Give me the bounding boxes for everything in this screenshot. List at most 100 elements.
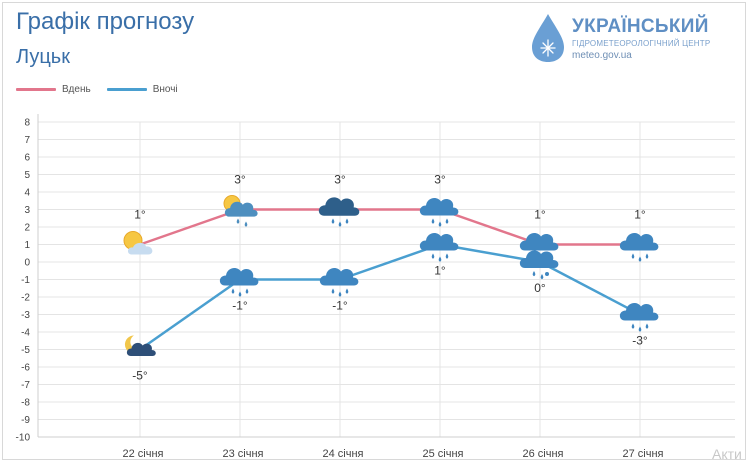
legend-swatch-day — [16, 87, 56, 91]
rain-drop — [638, 326, 642, 332]
logo-brand: УКРАЇНСЬКИЙ — [572, 16, 709, 37]
rain-drop — [638, 256, 642, 262]
data-label-day: 1° — [134, 208, 146, 222]
y-tick-label: 2 — [24, 223, 30, 234]
rain-drop — [331, 218, 335, 224]
x-tick-label: 27 січня — [623, 448, 664, 460]
data-label-night: 0° — [534, 281, 546, 295]
cloud-shape — [619, 233, 659, 251]
rain-drop — [540, 274, 544, 280]
x-tick-label: 26 січня — [523, 448, 564, 460]
y-tick-label: -4 — [21, 328, 30, 339]
data-label-night: -1° — [232, 299, 248, 313]
y-tick-label: 4 — [24, 188, 30, 199]
cloud-shape — [519, 250, 559, 268]
cloud-shape — [224, 201, 258, 217]
water-drop-icon — [532, 14, 564, 62]
y-tick-label: -10 — [16, 433, 31, 444]
partly-cloudy-icon — [123, 231, 153, 255]
grid: 8 7 6 5 4 3 2 1 0 -1 -2 -3 -4 -5 -6 -7 -8 -9 -10 22 січня 23… — [16, 118, 735, 460]
chart-legend: Вдень Вночі — [16, 82, 194, 96]
rain-drop — [338, 291, 342, 297]
y-tick-label: 3 — [24, 205, 30, 216]
rain-drop — [445, 253, 449, 259]
legend-swatch-night — [106, 87, 147, 91]
y-tick-label: -1 — [21, 275, 30, 286]
data-label-night: 1° — [434, 264, 446, 278]
y-tick-label: -6 — [21, 363, 30, 374]
rain-drop — [631, 323, 635, 329]
x-tick-label: 22 січня — [123, 448, 164, 460]
rain-drop — [345, 288, 349, 294]
rain-drop — [236, 218, 240, 224]
cloud-shape — [619, 303, 659, 321]
data-label-day: 1° — [634, 208, 646, 222]
y-tick-label: -8 — [21, 398, 30, 409]
y-tick-label: 0 — [24, 258, 30, 269]
logo-url[interactable]: meteo.gov.ua — [572, 50, 632, 61]
cloud-rain-icon — [319, 268, 359, 297]
data-label-day: 3° — [334, 173, 346, 187]
data-label-day: 3° — [434, 173, 446, 187]
legend-item-day[interactable]: Вдень — [16, 84, 91, 95]
activation-watermark: Акти — [712, 446, 742, 462]
data-label-night: -3° — [632, 334, 648, 348]
y-tick-label: -5 — [21, 345, 30, 356]
rain-drop — [532, 271, 536, 277]
rain-drop — [445, 218, 449, 224]
cloud-rain-icon — [219, 268, 259, 297]
y-tick-label: 1 — [24, 240, 30, 251]
legend-label-night: Вночі — [152, 83, 178, 95]
y-tick-label: 8 — [24, 118, 30, 129]
sun-cloud-rain-icon — [223, 195, 258, 227]
rain-drop — [231, 288, 235, 294]
cloud-rain-icon — [619, 233, 659, 262]
rain-drop — [645, 323, 649, 329]
rain-drop — [645, 253, 649, 259]
cloud-rain-snow-icon — [519, 250, 559, 280]
rain-drop — [338, 221, 342, 227]
y-tick-label: 6 — [24, 153, 30, 164]
cloud-rain-icon — [419, 198, 459, 227]
x-tick-label: 25 січня — [423, 448, 464, 460]
legend-label-day: Вдень — [62, 83, 91, 95]
data-label-night: -1° — [332, 299, 348, 313]
cloud-shape — [127, 242, 153, 255]
rain-drop — [438, 221, 442, 227]
cloud-shape — [419, 198, 459, 216]
cloud-shape — [318, 197, 360, 216]
cloud-shape — [319, 268, 359, 286]
rain-drop — [245, 288, 249, 294]
data-label-day: 3° — [234, 173, 246, 187]
snow-flake — [545, 272, 549, 276]
city-name: Луцьк — [16, 46, 70, 68]
legend-item-night[interactable]: Вночі — [106, 83, 178, 95]
rain-drop — [438, 256, 442, 262]
y-tick-label: -3 — [21, 310, 30, 321]
cloud-shape — [519, 233, 559, 251]
rain-drop — [244, 221, 248, 227]
chart-frame — [2, 2, 746, 460]
y-tick-label: -2 — [21, 293, 30, 304]
hydromet-logo[interactable]: УКРАЇНСЬКИЙ ГІДРОМЕТЕОРОЛОГІЧНИЙ ЦЕНТР m… — [528, 10, 743, 70]
data-label-night: -5° — [132, 369, 148, 383]
y-tick-label: 7 — [24, 135, 30, 146]
y-tick-label: -7 — [21, 380, 30, 391]
x-tick-label: 23 січня — [223, 448, 264, 460]
cloud-rain-icon — [419, 233, 459, 262]
series-line-night — [139, 243, 641, 351]
x-tick-label: 24 січня — [323, 448, 364, 460]
rain-drop — [431, 253, 435, 259]
data-label-day: 1° — [534, 208, 546, 222]
rain-drop — [431, 218, 435, 224]
dark-cloud-rain-icon — [318, 197, 360, 227]
night-cloud-icon — [124, 335, 156, 356]
y-tick-label: -9 — [21, 415, 30, 426]
logo-subtitle: ГІДРОМЕТЕОРОЛОГІЧНИЙ ЦЕНТР — [572, 39, 711, 48]
cloud-rain-icon — [619, 303, 659, 332]
page-title: Графік прогнозу — [16, 8, 195, 35]
cloud-shape — [219, 268, 259, 286]
rain-drop — [345, 218, 349, 224]
rain-drop — [331, 288, 335, 294]
